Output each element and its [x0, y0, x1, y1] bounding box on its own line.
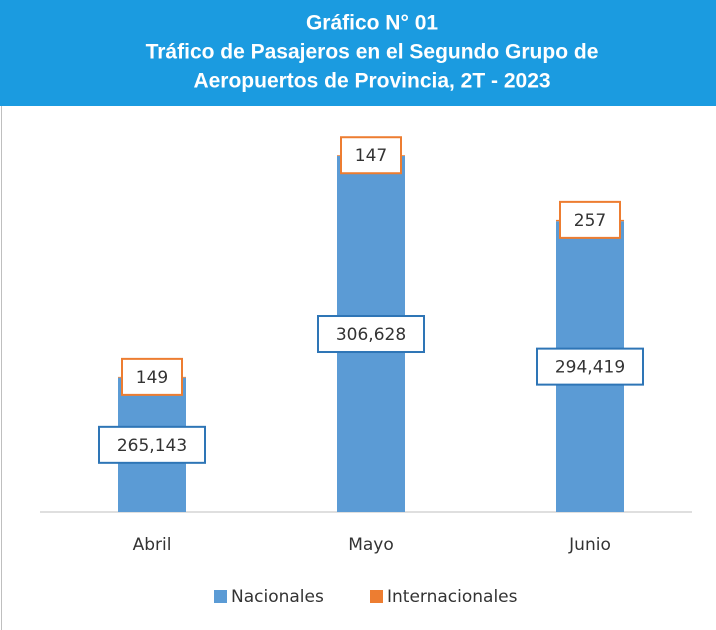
chart-title: Gráfico N° 01 — [306, 12, 438, 35]
data-label-box — [340, 136, 402, 175]
chart-title: Tráfico de Pasajeros en el Segundo Grupo… — [146, 41, 599, 64]
data-label: 306,628 — [336, 325, 406, 345]
x-tick-label: Junio — [568, 535, 611, 555]
legend-label: Internacionales — [387, 587, 518, 607]
data-label-box — [121, 357, 183, 396]
data-label-box — [559, 200, 621, 239]
data-label-box — [536, 347, 644, 386]
chart-title: Aeropuertos de Provincia, 2T - 2023 — [193, 70, 550, 93]
title-banner — [0, 0, 716, 106]
data-label: 257 — [574, 211, 606, 231]
data-label: 147 — [355, 146, 387, 166]
legend-label: Nacionales — [231, 587, 324, 607]
legend-swatch — [214, 590, 227, 603]
data-label: 294,419 — [555, 358, 625, 378]
data-label: 149 — [136, 368, 168, 388]
data-label-box — [317, 315, 425, 354]
legend-swatch — [370, 590, 383, 603]
data-label: 265,143 — [117, 436, 187, 456]
data-label-box — [98, 425, 206, 464]
x-tick-label: Abril — [133, 535, 172, 555]
x-tick-label: Mayo — [348, 535, 394, 555]
